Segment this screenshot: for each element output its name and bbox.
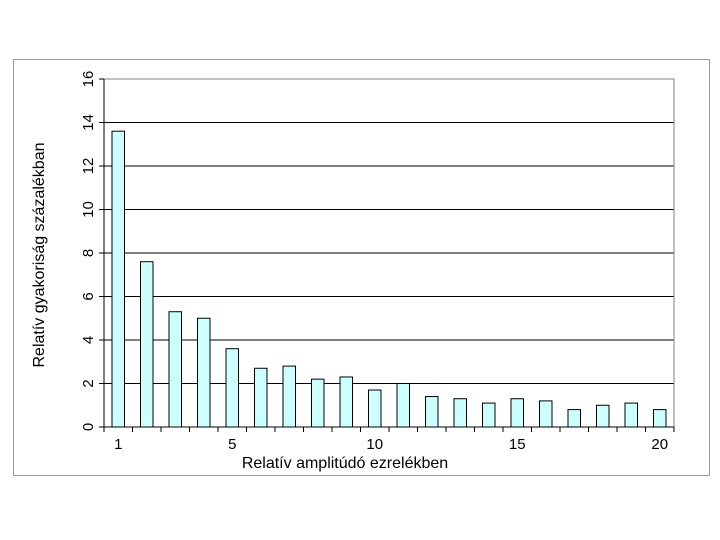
bars-group [111, 130, 667, 428]
bar-4 [197, 317, 211, 428]
x-tick-label: 20 [651, 436, 668, 453]
bar-8 [311, 378, 325, 428]
y-tick-label: 4 [80, 336, 97, 344]
x-tick-label: 5 [228, 436, 236, 453]
bar-11 [396, 383, 410, 428]
y-tick-label: 10 [80, 201, 97, 218]
bar-12 [425, 396, 439, 428]
x-axis-title: Relatív amplitúdó ezrelékben [242, 455, 448, 472]
x-tick-labels: 1 5 10 15 20 [114, 436, 668, 453]
bar-20 [653, 409, 667, 428]
y-tick-label: 8 [80, 249, 97, 257]
bar-9 [339, 376, 353, 428]
y-tick-label: 16 [80, 71, 97, 88]
y-tick-label: 0 [80, 423, 97, 431]
bar-6 [254, 367, 268, 428]
y-axis-title: Relatív gyakoriság százalékban [31, 142, 48, 367]
y-tick-label: 14 [80, 114, 97, 131]
x-tick-label: 1 [114, 436, 122, 453]
bar-17 [567, 409, 581, 428]
bar-5 [225, 348, 239, 428]
bar-13 [453, 398, 467, 428]
bar-19 [624, 402, 638, 428]
grid-lines [104, 78, 674, 384]
bar-1 [111, 130, 125, 428]
x-tick-label: 15 [509, 436, 526, 453]
bar-10 [368, 389, 382, 428]
axis-lines [99, 78, 675, 432]
y-tick-labels: 0 2 4 6 8 10 12 14 16 [80, 71, 97, 432]
chart-frame [13, 59, 710, 476]
y-tick-label: 12 [80, 158, 97, 175]
y-tick-label: 6 [80, 292, 97, 300]
y-tick-label: 2 [80, 379, 97, 387]
bar-15 [510, 398, 524, 428]
bar-16 [539, 400, 553, 428]
bar-2 [140, 261, 154, 428]
bar-14 [482, 402, 496, 428]
x-tick-label: 10 [366, 436, 383, 453]
bar-3 [168, 311, 182, 428]
bar-7 [282, 365, 296, 428]
bar-18 [596, 404, 610, 428]
